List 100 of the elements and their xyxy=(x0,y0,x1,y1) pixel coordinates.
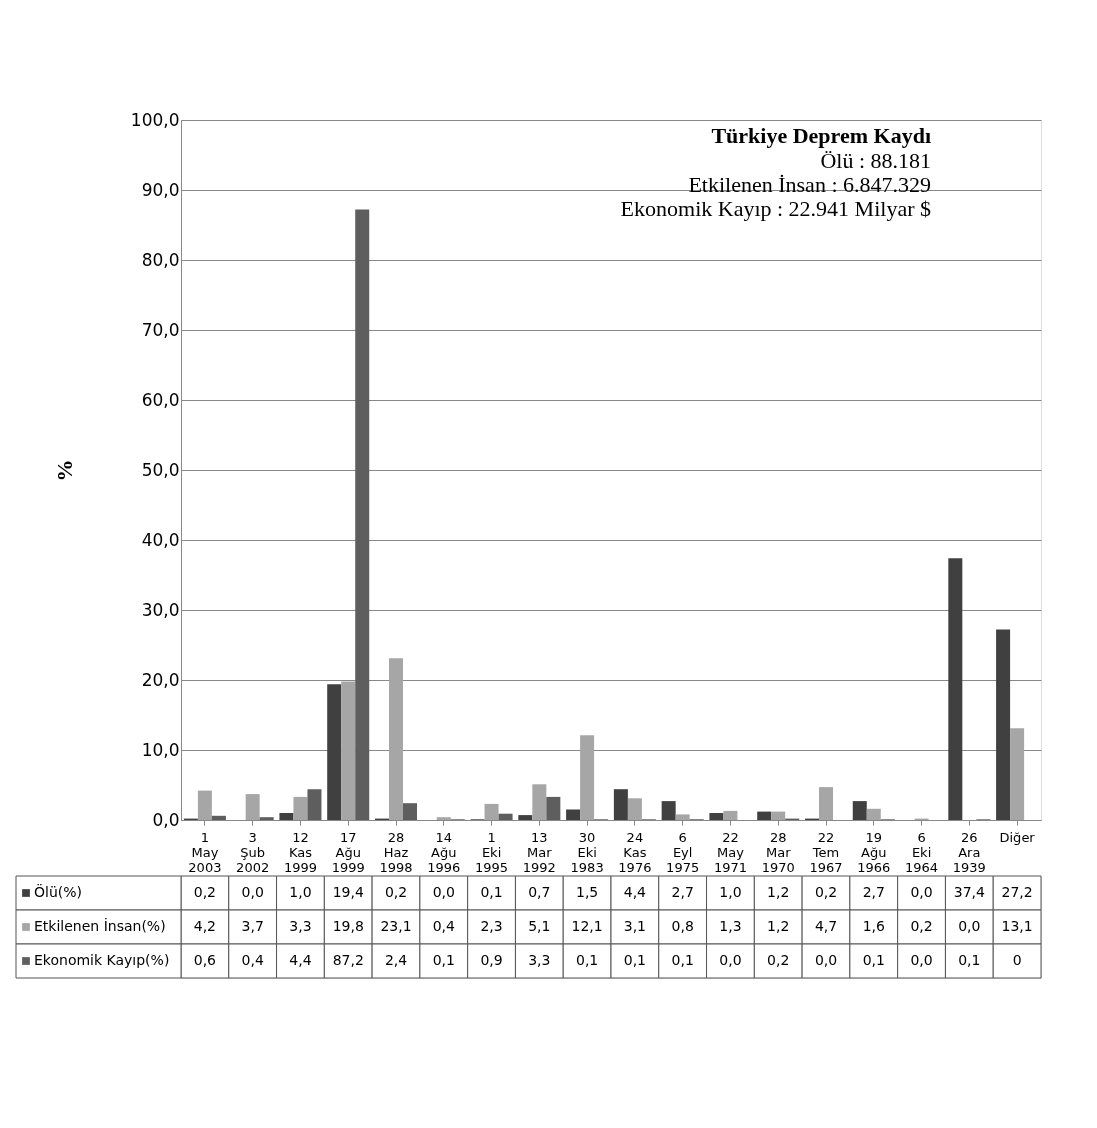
y-tick-label: 40,0 xyxy=(141,529,180,550)
data-label: 0,1 xyxy=(480,884,503,900)
bar xyxy=(613,789,628,820)
y-tick-label: 70,0 xyxy=(141,319,180,340)
data-label: 0,1 xyxy=(575,952,599,968)
data-label: 0,1 xyxy=(432,952,455,968)
data-label: 0,4 xyxy=(241,952,264,968)
bar xyxy=(245,794,260,820)
bar xyxy=(566,809,581,820)
y-tick-label: 10,0 xyxy=(141,739,180,760)
bar xyxy=(518,815,533,820)
data-label: 0,0 xyxy=(958,918,981,934)
y-tick-label: 80,0 xyxy=(141,249,180,270)
data-label: 0 xyxy=(1012,952,1022,968)
y-tick-label: 20,0 xyxy=(141,669,180,690)
x-tick-label: 30 Eki 1983 xyxy=(570,829,604,875)
data-label: 19,8 xyxy=(332,918,364,934)
text: Ekonomik Kayıp : 22.941 Milyar $ xyxy=(620,196,931,221)
data-label: 1,3 xyxy=(719,918,742,934)
bar xyxy=(546,796,561,820)
data-label: 0,2 xyxy=(384,884,408,900)
legend-label: Ölü(%) xyxy=(34,883,83,900)
data-label: 0,0 xyxy=(910,952,933,968)
x-tick-label: 22 Tem 1967 xyxy=(809,829,843,875)
y-axis-title: % xyxy=(51,459,77,482)
y-tick-label: 90,0 xyxy=(141,179,180,200)
bar xyxy=(948,558,963,820)
x-tick-label: 26 Ara 1939 xyxy=(952,829,986,875)
data-label: 4,2 xyxy=(193,918,217,934)
y-tick-label: 100,0 xyxy=(130,109,180,130)
data-label: 3,7 xyxy=(241,918,264,934)
bar xyxy=(1010,728,1025,820)
data-label: 4,4 xyxy=(289,952,312,968)
x-tick-label: 28 Mar 1970 xyxy=(761,829,795,875)
text: Etkilenen İnsan : 6.847.329 xyxy=(688,172,931,197)
bar xyxy=(580,735,595,820)
data-label: 2,3 xyxy=(480,918,503,934)
data-label: 0,2 xyxy=(910,918,933,934)
data-label: 0,1 xyxy=(671,952,694,968)
bar xyxy=(279,813,294,820)
y-tick-label: 0,0 xyxy=(152,809,180,830)
bar xyxy=(675,814,690,820)
data-label: 4,4 xyxy=(623,884,647,900)
data-label: 0,0 xyxy=(814,952,838,968)
data-label: 2,7 xyxy=(671,884,694,900)
bar xyxy=(661,801,676,820)
data-label: 1,5 xyxy=(575,884,599,900)
data-label: 0,6 xyxy=(193,952,217,968)
y-tick-label: 30,0 xyxy=(141,599,180,620)
legend-label: Ekonomik Kayıp(%) xyxy=(34,952,170,968)
bar xyxy=(436,817,451,820)
y-tick-label: 60,0 xyxy=(141,389,180,410)
data-label: 0,0 xyxy=(719,952,742,968)
x-tick-label: 22 May 1971 xyxy=(713,829,747,875)
data-label: 0,1 xyxy=(623,952,647,968)
x-tick-label: 12 Kas 1999 xyxy=(283,829,317,875)
x-tick-label: 3 Şub 2002 xyxy=(236,829,270,875)
bar xyxy=(341,681,356,820)
data-label: 1,0 xyxy=(719,884,742,900)
data-label: 37,4 xyxy=(953,884,986,900)
data-label: 1,6 xyxy=(862,918,885,934)
bar xyxy=(388,658,404,820)
x-tick-label: 14 Ağu 1996 xyxy=(427,829,461,875)
data-label: 0,2 xyxy=(193,884,217,900)
data-label: 0,0 xyxy=(910,884,933,900)
x-tick-label: 1 May 2003 xyxy=(188,829,222,875)
text: Ölü : 88.181 xyxy=(820,148,931,173)
bar xyxy=(355,209,370,820)
data-label: 0,4 xyxy=(432,918,455,934)
data-label: 4,7 xyxy=(814,918,838,934)
bar xyxy=(723,810,738,820)
data-label: 3,3 xyxy=(528,952,551,968)
bar xyxy=(484,803,499,820)
bar xyxy=(757,811,772,820)
data-label: 0,0 xyxy=(241,884,264,900)
data-label: 19,4 xyxy=(332,884,364,900)
data-label: 5,1 xyxy=(528,918,551,934)
x-tick-label: 13 Mar 1992 xyxy=(522,829,556,875)
data-label: 23,1 xyxy=(380,918,412,934)
data-label: 0,2 xyxy=(767,952,790,968)
data-label: 1,2 xyxy=(767,884,790,900)
bar xyxy=(818,787,834,820)
x-tick-label: 28 Haz 1998 xyxy=(379,829,413,875)
bar xyxy=(771,811,786,820)
data-label: 3,1 xyxy=(623,918,647,934)
data-label: 13,1 xyxy=(1001,918,1033,934)
data-label: 2,7 xyxy=(862,884,885,900)
x-tick-label: 17 Ağu 1999 xyxy=(331,829,365,875)
x-tick-label: 24 Kas 1976 xyxy=(618,829,652,875)
bar xyxy=(197,790,212,820)
bar xyxy=(996,629,1011,820)
data-label: 0,2 xyxy=(814,884,838,900)
data-label: 0,1 xyxy=(958,952,981,968)
bar xyxy=(307,789,322,820)
data-label: 0,1 xyxy=(862,952,885,968)
bar xyxy=(293,796,308,820)
data-label: 3,3 xyxy=(289,918,312,934)
data-label: 27,2 xyxy=(1001,884,1033,900)
bar xyxy=(211,815,226,820)
y-tick-label: 50,0 xyxy=(141,459,180,480)
